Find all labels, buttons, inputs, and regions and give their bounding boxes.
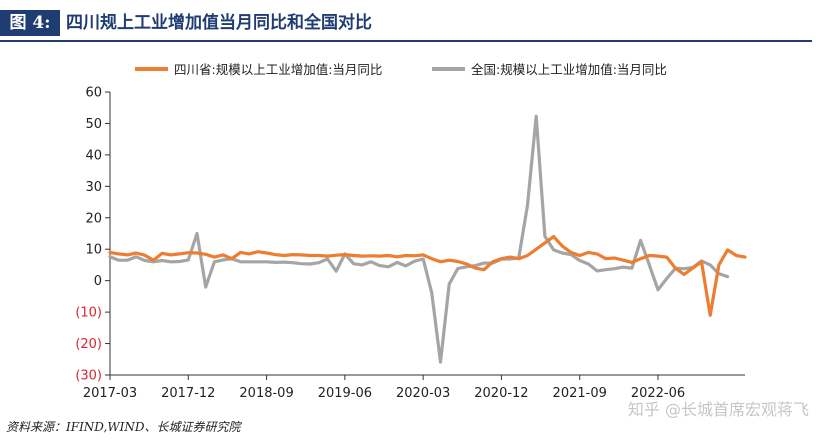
line-chart: 四川省:规模以上工业增加值:当月同比 全国:规模以上工业增加值:当月同比 60 5… (75, 62, 747, 401)
series-line-national (108, 114, 730, 364)
y-tick-label: (20) (75, 337, 102, 352)
y-tick-label: 30 (85, 180, 102, 195)
x-tick-label: 2020-03 (396, 386, 450, 401)
watermark: 知乎 @长城首席宏观蒋飞 (627, 400, 809, 419)
x-axis: 2017-03 2017-12 2018-09 2019-06 2020-03 2020-… (83, 374, 745, 401)
y-tick-label: 0 (94, 274, 102, 289)
y-tick-label: 40 (85, 148, 102, 163)
x-tick-label: 2022-06 (631, 386, 685, 401)
source-note: 资料来源：IFIND,WIND、长城证券研究院 (6, 420, 241, 434)
series-layer (108, 114, 747, 364)
x-tick-label: 2018-09 (239, 386, 293, 401)
y-tick-label: (30) (75, 369, 102, 384)
series-line-sichuan (108, 235, 747, 317)
title-divider (0, 40, 812, 42)
x-tick-label: 2019-06 (318, 386, 372, 401)
y-tick-label: 10 (85, 243, 102, 258)
y-tick-label: (10) (75, 306, 102, 321)
figure-header: 图 4: 四川规上工业增加值当月同比和全国对比 (0, 10, 812, 36)
x-tick-label: 2020-12 (474, 386, 528, 401)
figure-title: 四川规上工业增加值当月同比和全国对比 (66, 13, 372, 33)
y-tick-label: 50 (85, 117, 102, 132)
x-tick-label: 2017-03 (83, 386, 137, 401)
figure-label: 图 4: (0, 10, 60, 36)
y-tick-label: 60 (85, 86, 102, 101)
x-tick-label: 2021-09 (553, 386, 607, 401)
x-tick-label: 2017-12 (161, 386, 215, 401)
y-tick-label: 20 (85, 211, 102, 226)
y-axis: 60 50 40 30 20 10 0 (10) (20) (30) (75, 86, 111, 384)
legend-label-sichuan: 四川省:规模以上工业增加值:当月同比 (174, 62, 382, 77)
legend-label-national: 全国:规模以上工业增加值:当月同比 (471, 62, 667, 77)
legend: 四川省:规模以上工业增加值:当月同比 全国:规模以上工业增加值:当月同比 (135, 62, 667, 77)
